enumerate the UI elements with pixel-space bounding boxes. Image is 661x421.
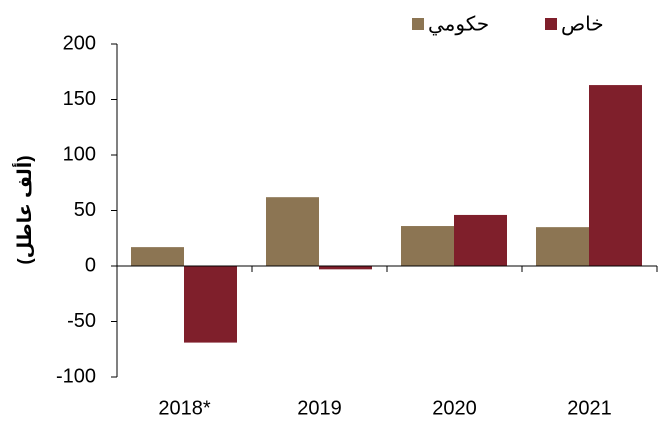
x-tick-label: 2019 — [297, 397, 342, 419]
legend-label: حكومي — [428, 13, 489, 36]
y-tick-label: 50 — [74, 199, 96, 221]
bar — [266, 197, 319, 266]
bar — [184, 266, 237, 343]
bar — [131, 247, 184, 266]
y-tick-label: 0 — [85, 254, 96, 276]
bar — [536, 227, 589, 266]
legend-swatch — [545, 18, 557, 30]
legend-swatch — [412, 18, 424, 30]
y-axis-label: (ألف عاطل) — [12, 155, 36, 264]
y-tick-label: -100 — [56, 365, 96, 387]
bar — [454, 214, 507, 266]
y-tick-label: 200 — [63, 32, 96, 54]
y-tick-label: 100 — [63, 143, 96, 165]
bar — [401, 226, 454, 266]
y-tick-label: 150 — [63, 88, 96, 110]
legend-label: خاص — [561, 13, 604, 35]
x-tick-label: 2020 — [432, 397, 477, 419]
x-tick-label: 2021 — [567, 397, 612, 419]
bar — [589, 85, 642, 266]
y-tick-label: -50 — [67, 310, 96, 332]
bar — [319, 266, 372, 270]
x-tick-label: 2018* — [158, 397, 210, 419]
